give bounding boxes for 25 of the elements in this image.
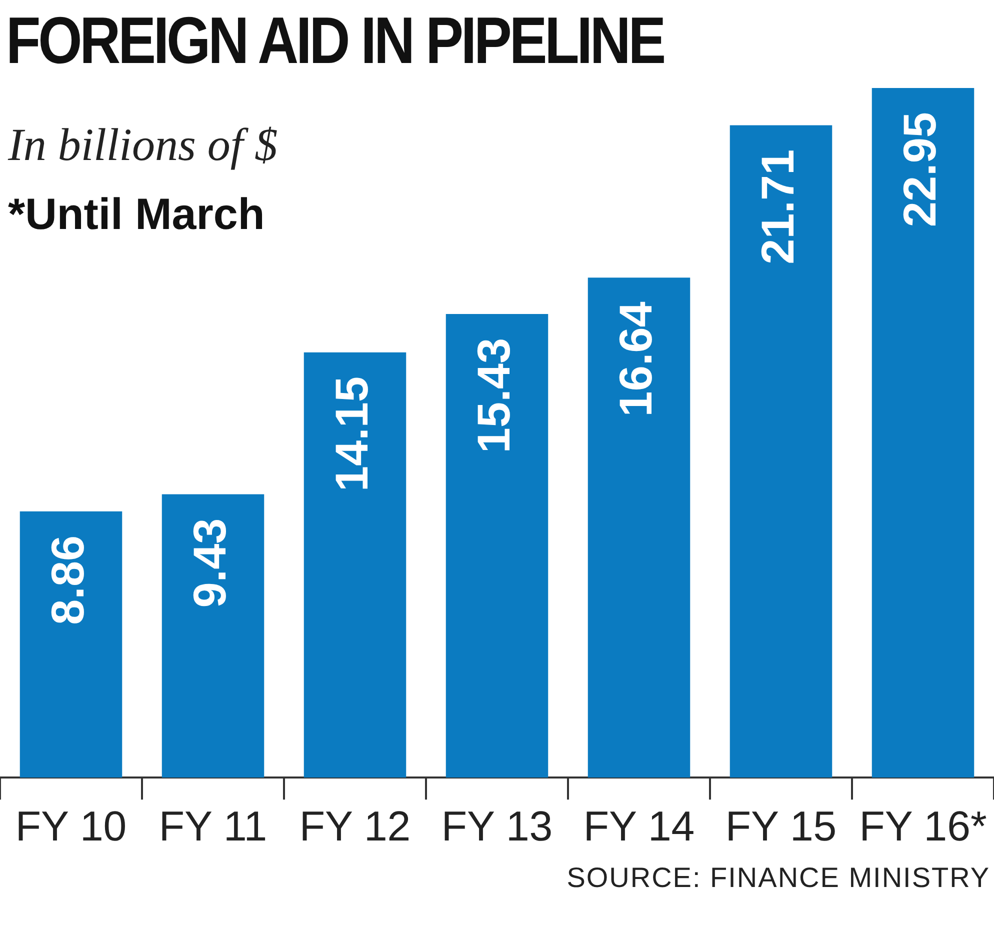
annotation: *Until March [8, 190, 265, 240]
data-label: 9.43 [184, 518, 236, 608]
x-tick-label: FY 12 [299, 802, 411, 850]
data-label: 8.86 [42, 535, 94, 625]
data-label: 16.64 [610, 301, 662, 417]
data-label: 14.15 [326, 376, 378, 492]
data-label: 15.43 [468, 338, 520, 454]
chart-title: FOREIGN AID IN PIPELINE [6, 2, 664, 78]
x-tick-label: FY 16* [859, 802, 987, 850]
x-tick-label: FY 14 [583, 802, 695, 850]
x-tick-label: FY 13 [441, 802, 553, 850]
text: In billions of $ [8, 118, 278, 171]
bar [872, 88, 974, 778]
data-label: 22.95 [894, 112, 946, 228]
bar [588, 278, 690, 778]
bar [304, 352, 406, 778]
x-tick-label: FY 11 [158, 802, 268, 850]
bar [20, 511, 122, 778]
bar [730, 125, 832, 778]
x-tick-label: FY 10 [15, 802, 127, 850]
bar [446, 314, 548, 778]
source-note: SOURCE: FINANCE MINISTRY [566, 862, 990, 894]
data-label: 21.71 [752, 149, 804, 264]
x-tick-label: FY 15 [725, 802, 837, 850]
bar [162, 494, 264, 778]
